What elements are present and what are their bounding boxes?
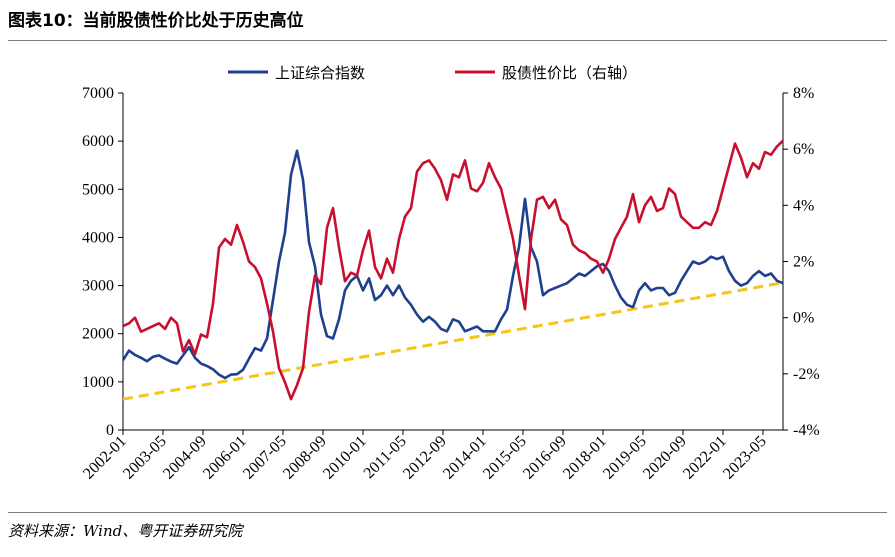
title-divider [8,40,887,41]
x-tick-label: 2015-05 [480,433,530,483]
left-tick-label: 0 [106,422,114,439]
x-tick-label: 2018-01 [560,433,610,483]
left-tick-label: 7000 [82,85,114,102]
x-tick-label: 2003-05 [120,433,170,483]
x-tick-label: 2010-01 [320,433,370,483]
x-tick-label: 2008-09 [280,433,330,483]
right-tick-label: -2% [793,366,820,383]
right-tick-label: 8% [793,85,814,102]
x-tick-label: 2022-01 [680,433,730,483]
x-tick-label: 2012-09 [400,433,450,483]
chart-title: 图表10：当前股债性价比处于历史高位 [8,11,304,31]
x-tick-label: 2016-09 [520,433,570,483]
x-tick-label: 2004-09 [160,433,210,483]
trend-line [122,281,784,401]
left-tick-label: 1000 [82,374,114,391]
right-tick-label: 2% [793,254,814,271]
x-tick-label: 2020-09 [640,433,690,483]
right-tick-label: 0% [793,310,814,327]
legend-label-ratio: 股债性价比（右轴） [502,64,637,82]
x-tick-label: 2011-05 [361,433,410,482]
x-tick-label: 2023-05 [720,433,770,483]
left-tick-label: 4000 [82,229,114,246]
series-sse-index-line [121,149,784,380]
x-tick-label: 2006-01 [200,433,250,483]
source-note: 资料来源：Wind、粤开证券研究院 [8,522,243,540]
x-tick-label: 2019-05 [600,433,650,483]
left-tick-label: 2000 [82,326,114,343]
x-tick-label: 2007-05 [240,433,290,483]
x-tick-label: 2014-01 [440,433,490,483]
series-equity-bond-ratio-line [122,139,784,401]
left-tick-label: 5000 [82,181,114,198]
left-tick-label: 6000 [82,133,114,150]
right-tick-label: 6% [793,141,814,158]
left-tick-label: 3000 [82,278,114,295]
legend-label-sse: 上证综合指数 [275,64,365,82]
x-tick-label: 2002-01 [80,433,130,483]
right-tick-label: -4% [793,422,820,439]
right-tick-label: 4% [793,197,814,214]
source-divider [8,512,887,513]
